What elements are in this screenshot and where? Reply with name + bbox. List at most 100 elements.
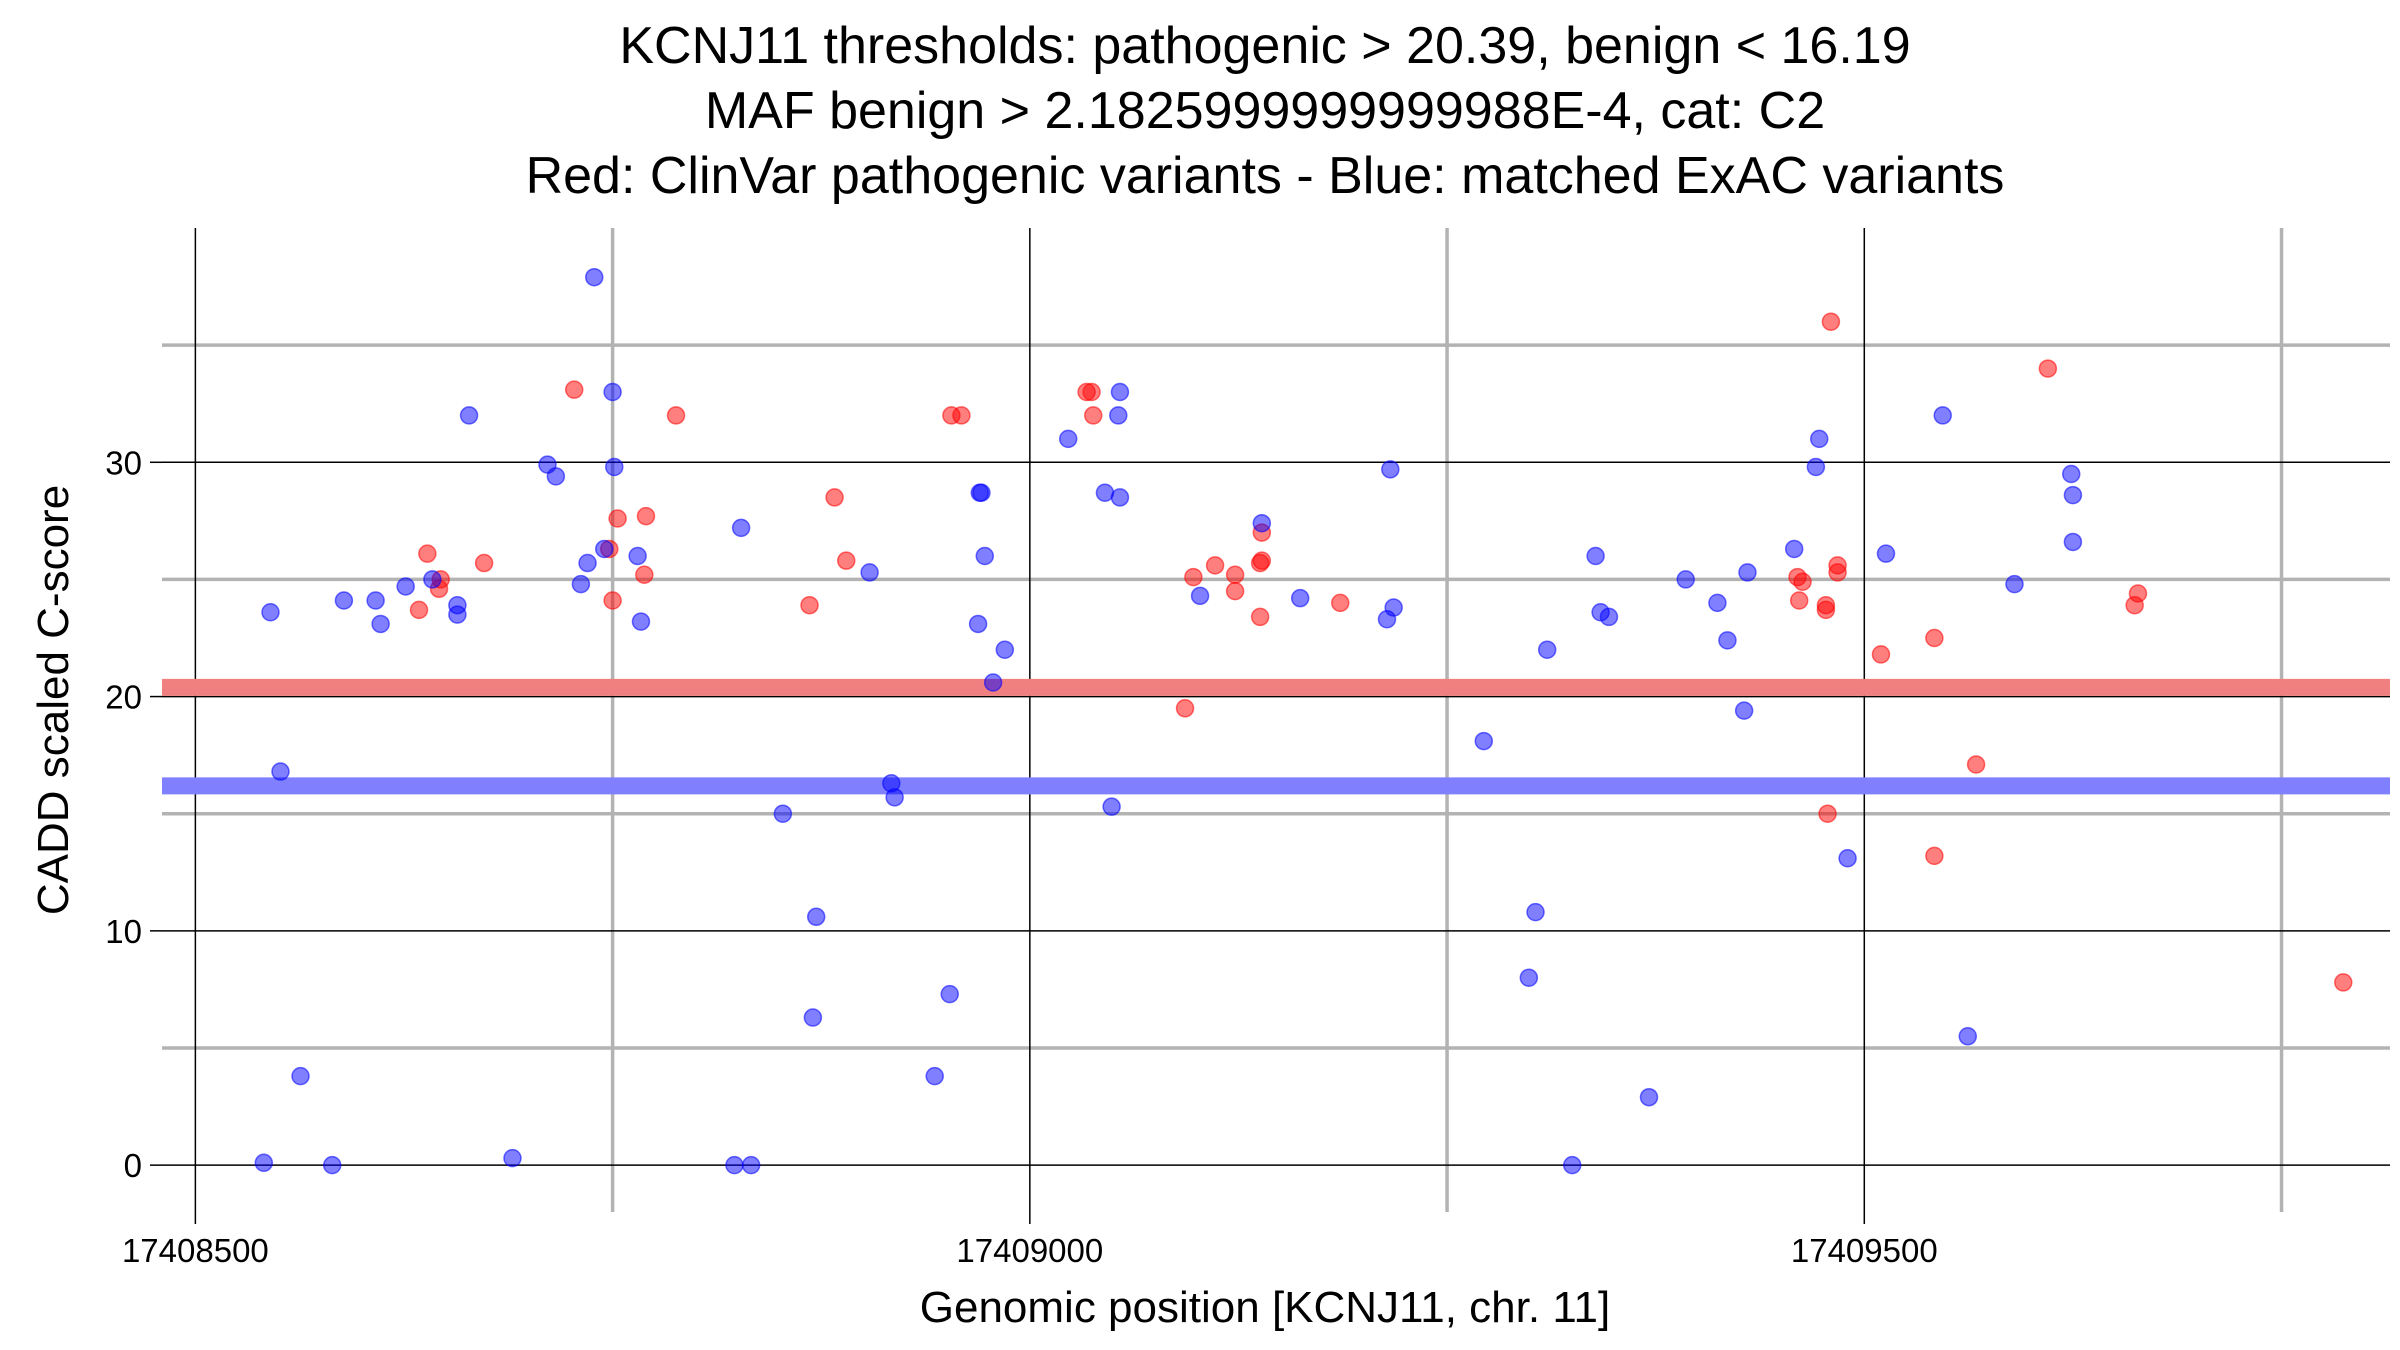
data-point xyxy=(1175,699,1195,718)
data-point xyxy=(825,488,844,507)
data-point xyxy=(1966,755,1986,774)
chart-title-line-1: KCNJ11 thresholds: pathogenic > 20.39, b… xyxy=(619,17,1910,75)
chart-title-line-2: MAF benign > 2.1825999999999988E-4, cat:… xyxy=(705,82,1825,140)
data-point xyxy=(603,382,622,402)
data-point xyxy=(1205,556,1225,575)
data-point xyxy=(564,380,584,399)
data-point xyxy=(2063,485,2083,505)
data-point xyxy=(459,406,479,425)
data-point xyxy=(1708,593,1727,613)
data-point xyxy=(423,570,442,589)
data-point xyxy=(1806,457,1826,477)
data-point xyxy=(271,762,290,781)
data-point xyxy=(1958,1027,1978,1046)
data-point xyxy=(608,509,627,528)
data-point xyxy=(1821,312,1841,331)
data-point xyxy=(546,467,566,486)
data-point xyxy=(1876,544,1896,563)
data-point xyxy=(1816,595,1836,615)
data-point xyxy=(1738,563,1757,582)
data-point xyxy=(595,539,614,559)
data-point xyxy=(1225,565,1245,584)
grid-layer xyxy=(162,228,2390,1212)
data-point xyxy=(2061,464,2081,484)
data-point xyxy=(1933,406,1952,425)
data-point xyxy=(261,602,280,622)
data-point xyxy=(741,1155,761,1175)
data-point xyxy=(1084,406,1103,425)
data-point xyxy=(1925,628,1944,648)
data-point xyxy=(1184,567,1203,587)
data-point xyxy=(635,565,654,584)
data-point xyxy=(1925,846,1944,866)
data-point xyxy=(1639,1087,1659,1107)
data-point xyxy=(800,595,819,615)
data-point xyxy=(636,506,656,526)
data-point xyxy=(631,612,651,631)
data-point xyxy=(1102,797,1121,816)
data-point xyxy=(995,640,1015,659)
data-point xyxy=(1290,588,1310,608)
data-point xyxy=(1250,607,1270,627)
data-point xyxy=(725,1155,744,1175)
data-point xyxy=(628,546,647,566)
data-point xyxy=(1809,429,1829,449)
data-point xyxy=(1110,488,1130,507)
data-point xyxy=(409,600,429,620)
chart-title-line-3: Red: ClinVar pathogenic variants - Blue:… xyxy=(526,147,2005,205)
data-point xyxy=(2334,973,2353,992)
data-point xyxy=(2005,574,2024,594)
data-point xyxy=(860,563,879,582)
data-point xyxy=(968,614,988,634)
data-point xyxy=(806,907,826,927)
data-point xyxy=(605,457,624,477)
axis-ticks: 17408500 17409000 17409500 0 10 20 30 xyxy=(105,444,1937,1269)
data-point xyxy=(603,591,622,610)
data-point xyxy=(1252,513,1272,533)
y-axis-title: CADD scaled C-score xyxy=(29,485,78,915)
data-point xyxy=(773,804,793,823)
data-point xyxy=(1718,631,1737,650)
data-point xyxy=(1784,539,1804,559)
data-point xyxy=(322,1155,342,1175)
data-point xyxy=(578,553,597,573)
data-point xyxy=(1676,570,1695,589)
data-point xyxy=(803,1008,823,1027)
data-point xyxy=(371,614,390,634)
threshold-lines xyxy=(162,678,2390,795)
data-point xyxy=(1384,598,1403,617)
data-point xyxy=(1110,382,1130,402)
data-point xyxy=(254,1153,274,1173)
data-point xyxy=(972,483,991,502)
data-point xyxy=(1077,382,1096,402)
data-point xyxy=(1252,551,1272,570)
data-point xyxy=(1871,645,1891,664)
data-point xyxy=(2128,584,2148,603)
data-point xyxy=(1109,406,1128,425)
data-point xyxy=(1331,593,1350,613)
data-point xyxy=(1190,586,1210,606)
x-tick-label: 17408500 xyxy=(122,1232,269,1269)
data-point xyxy=(1058,429,1078,449)
y-tick-label: 10 xyxy=(105,913,142,950)
data-point xyxy=(1599,607,1619,627)
data-point xyxy=(1381,460,1400,479)
x-axis-title: Genomic position [KCNJ11, chr. 11] xyxy=(920,1283,1610,1332)
data-point xyxy=(731,518,751,538)
data-point xyxy=(396,577,415,596)
data-point xyxy=(1838,848,1857,868)
y-tick-label: 20 xyxy=(105,679,142,716)
data-point xyxy=(503,1148,522,1168)
data-point xyxy=(952,406,971,425)
data-point xyxy=(418,544,437,563)
data-point xyxy=(366,591,385,610)
data-points xyxy=(254,267,2353,1175)
data-point xyxy=(1519,968,1539,987)
data-point xyxy=(925,1066,944,1086)
data-point xyxy=(837,551,856,570)
x-tick-label: 17409000 xyxy=(956,1232,1103,1269)
y-tick-label: 30 xyxy=(105,444,142,481)
data-point xyxy=(1526,902,1545,922)
data-point xyxy=(2063,532,2083,552)
